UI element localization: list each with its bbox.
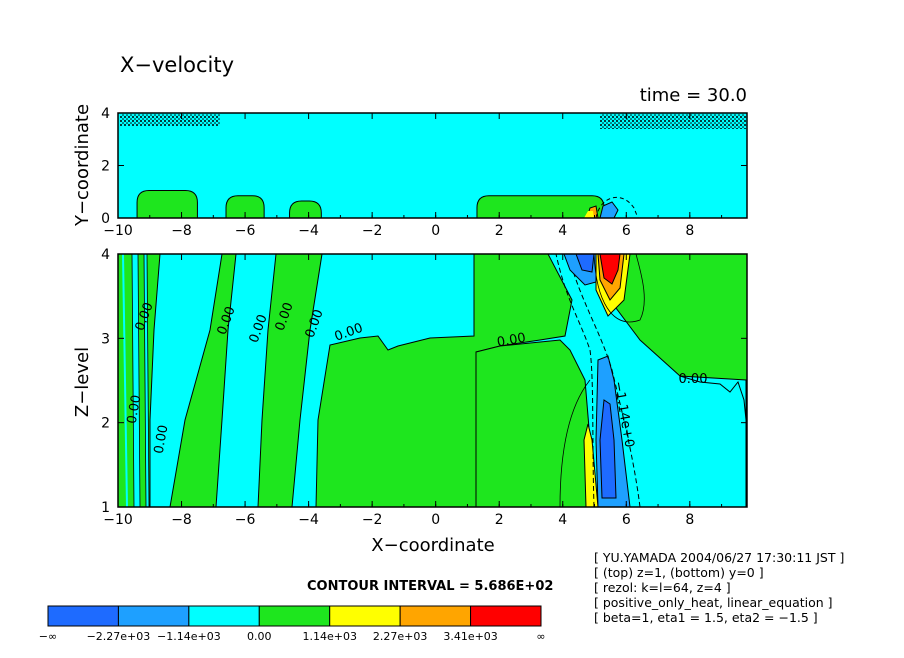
colorbar-label: −2.27e+03 [87,630,151,643]
colorbar-label: 1.14e+03 [302,630,356,643]
top-green-region [136,189,198,219]
colorbar-swatch [399,605,472,627]
top-y-tick-label: 2 [101,159,110,175]
colorbar-label: ∞ [536,630,545,643]
zero-contour-right [679,375,747,421]
info-line: [ rezol: k=l=64, z=4 ] [594,580,731,595]
top-x-tick-label: −10 [103,223,133,239]
colorbar-label: 3.41e+03 [443,630,497,643]
dashed-contour-lower-a [555,253,595,508]
top-green-region [225,195,265,219]
top-x-tick-label: 4 [558,223,567,239]
contour-label: 0.00 [496,331,527,351]
bottom-x-tick-label: −8 [171,512,192,528]
bottom-x-tick-label: 2 [495,512,504,528]
info-line: [ YU.YAMADA 2004/06/27 17:30:11 JST ] [594,550,845,565]
dashed-contour-lower-b [567,253,641,508]
thin-contour-lower [559,379,591,508]
top-panel: −10 −8 −6 −4 −2 0 2 4 6 8 0 2 4 Y−coordinate [72,104,748,239]
info-line: [ (top) z=1, (bottom) y=0 ] [594,565,764,580]
top-yellow-core [584,211,594,218]
top-x-tick-label: 0 [431,223,440,239]
colorbar: −∞ −2.27e+03 −1.14e+03 0.00 1.14e+03 2.27e+03… [39,605,546,643]
top-x-tick-label: 2 [495,223,504,239]
colorbar-swatch [329,605,401,627]
bottom-x-tick-label: 8 [685,512,694,528]
colorbar-swatch [258,605,331,627]
bottom-x-tick-label: −6 [235,512,256,528]
time-label: time = 30.0 [640,85,747,106]
chart-title: X−velocity [120,53,234,77]
bottom-x-tick-label: −2 [362,512,383,528]
top-dashed-contour [595,197,639,219]
bottom-y-tick-label: 2 [101,416,110,432]
colorbar-swatch [470,605,542,627]
colorbar-label: −∞ [39,630,57,643]
bottom-x-tick-label: −4 [298,512,319,528]
colorbar-swatch [47,605,119,627]
info-line: [ beta=1, eta1 = 1.5, eta2 = −1.5 ] [594,610,818,625]
bottom-y-axis-label: Z−level [72,347,93,417]
bottom-x-tick-label: 0 [431,512,440,528]
colorbar-label: −1.14e+03 [157,630,221,643]
bottom-x-tick-label: −10 [103,512,133,528]
bottom-x-tick-label: 6 [622,512,631,528]
top-x-tick-label: −6 [235,223,256,239]
cyan-strip-a [122,254,128,507]
top-green-region [289,200,322,219]
top-dotted-band-right [600,114,746,129]
top-x-tick-label: 6 [622,223,631,239]
contour-interval: CONTOUR INTERVAL = 5.686E+02 [307,579,553,594]
cyan-region-center [291,253,475,508]
top-x-tick-label: −2 [362,223,383,239]
thin-contour-upper [593,253,645,323]
bottom-x-tick-label: 4 [558,512,567,528]
colorbar-swatch [188,605,260,627]
bottom-panel-frame [117,253,748,508]
info-line: [ positive_only_heat, linear_equation ] [594,595,833,610]
top-green-region [476,195,605,219]
top-y-axis-label: Y−coordinate [72,104,93,227]
green-region-lower-right [475,339,597,508]
contour-label: 0.00 [679,372,708,387]
top-y-tick-label: 4 [101,106,110,122]
colorbar-label: 0.00 [247,630,272,643]
top-y-tick-label: 0 [101,211,110,227]
bottom-y-tick-label: 1 [101,500,110,516]
colorbar-label: 2.27e+03 [373,630,427,643]
dark-blue-core-lower [599,399,617,499]
top-dotted-band-left [120,114,220,126]
bottom-x-axis-label: X−coordinate [371,535,494,556]
top-panel-background [118,113,747,218]
contour-label: 0.00 [125,394,145,425]
top-x-tick-label: 8 [685,223,694,239]
top-x-tick-label: −4 [298,223,319,239]
bottom-y-tick-label: 3 [101,331,110,347]
top-x-tick-label: −8 [171,223,192,239]
contour-label: 0.00 [152,424,172,455]
info-block: [ YU.YAMADA 2004/06/27 17:30:11 JST ][ (… [594,550,844,625]
bottom-panel: 0.00 0.00 0.00 0.00 0.00 0.00 0.000.000.000.00… [72,247,748,556]
bottom-y-tick-label: 4 [101,247,110,263]
colorbar-swatch [117,605,190,627]
